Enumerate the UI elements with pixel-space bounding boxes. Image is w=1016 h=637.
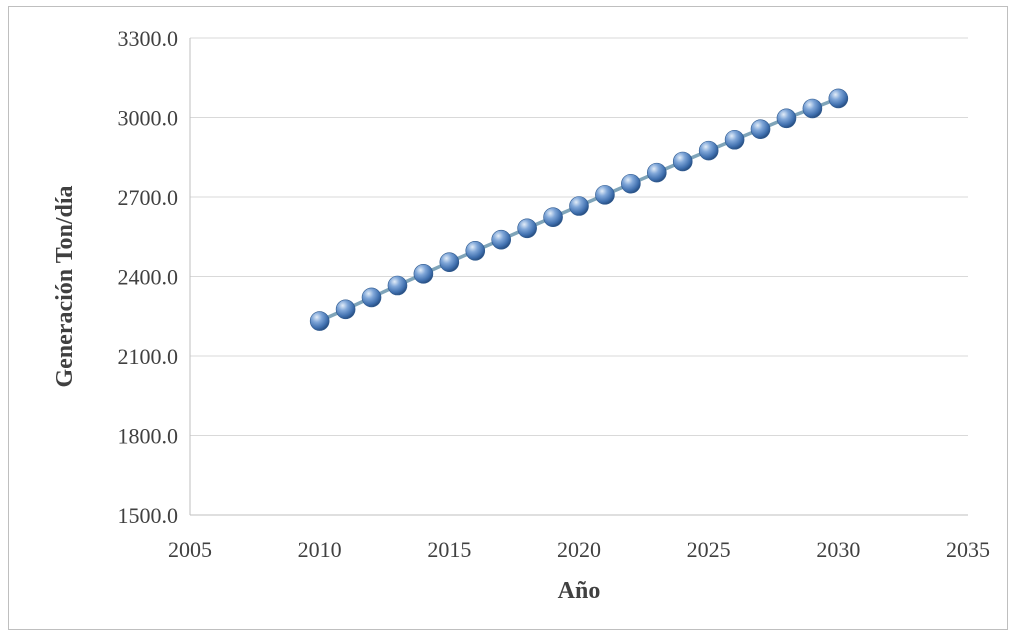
x-tick-label: 2020 (557, 537, 601, 562)
data-point (387, 275, 408, 296)
y-tick-label: 2100.0 (118, 344, 179, 369)
data-point (698, 140, 719, 161)
data-point (517, 218, 537, 239)
tick-labels: 1500.0 1800.0 2100.0 2400.0 2700.0 3000.0 3300… (118, 26, 991, 562)
data-point (828, 88, 849, 109)
data-point (309, 311, 330, 331)
y-tick-label: 1500.0 (118, 503, 179, 528)
x-axis-title: Año (558, 578, 601, 604)
y-tick-label: 1800.0 (118, 424, 179, 449)
data-point (413, 264, 434, 284)
data-point (724, 129, 745, 150)
data-point (335, 299, 356, 320)
x-tick-label: 2025 (687, 537, 731, 562)
data-point (776, 108, 797, 129)
x-tick-label: 2030 (816, 537, 860, 562)
x-tick-label: 2005 (168, 537, 212, 562)
data-point (569, 196, 589, 216)
y-tick-label: 2700.0 (118, 185, 179, 210)
data-point (491, 229, 512, 250)
data-point (595, 185, 615, 205)
axes (189, 38, 968, 516)
chart-frame (8, 6, 1008, 630)
data-point (750, 119, 771, 139)
gridlines (190, 37, 968, 436)
data-point (439, 252, 460, 272)
y-tick-label: 3300.0 (118, 26, 179, 51)
data-point (543, 207, 563, 227)
data-point (361, 287, 382, 308)
x-tick-label: 2010 (298, 537, 342, 562)
y-axis-title: Generación Ton/día (52, 185, 78, 387)
data-point (465, 240, 486, 261)
data-point (646, 162, 667, 183)
x-tick-label: 2015 (427, 537, 471, 562)
y-tick-label: 3000.0 (118, 106, 179, 131)
data-series (309, 88, 849, 331)
data-point (802, 98, 823, 119)
x-tick-label: 2035 (946, 537, 990, 562)
y-tick-label: 2400.0 (118, 265, 179, 290)
data-point (672, 151, 693, 172)
data-point (621, 173, 641, 194)
